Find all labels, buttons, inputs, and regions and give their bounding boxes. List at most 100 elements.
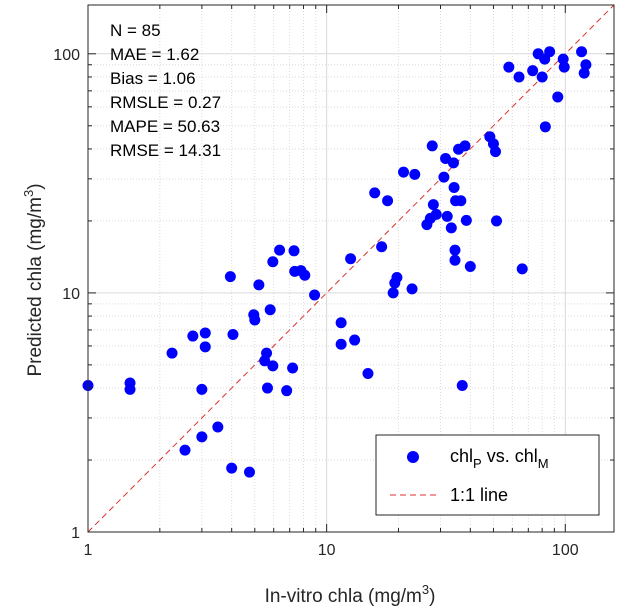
- x-tick-label: 100: [552, 542, 579, 559]
- stat-line: N = 85: [110, 21, 161, 40]
- data-point: [456, 379, 468, 391]
- data-point: [196, 431, 208, 443]
- data-point: [281, 385, 293, 397]
- stat-line: MAPE = 50.63: [110, 117, 220, 136]
- identity-line: [87, 4, 615, 533]
- data-point: [299, 269, 311, 281]
- x-axis-label-text: In-vitro chla (mg/m: [265, 586, 422, 607]
- data-point: [513, 71, 525, 83]
- data-point: [226, 462, 238, 474]
- legend: chlP vs. chlM 1:1 line: [375, 434, 600, 516]
- data-point: [558, 61, 570, 73]
- data-point: [464, 260, 476, 272]
- legend-marker-points: [407, 451, 419, 463]
- data-point: [382, 195, 394, 207]
- stat-line: Bias = 1.06: [110, 69, 196, 88]
- stat-line: RMSLE = 0.27: [110, 93, 221, 112]
- axis-ticks: [87, 5, 614, 533]
- data-point: [309, 289, 321, 301]
- data-point: [427, 199, 439, 211]
- x-axis-label-close: ): [429, 586, 435, 607]
- data-point: [264, 304, 276, 316]
- data-point: [376, 241, 388, 253]
- data-point: [552, 91, 564, 103]
- data-point: [369, 187, 381, 199]
- data-point: [345, 253, 357, 265]
- y-axis-label-superscript: 3: [21, 190, 36, 197]
- x-axis-label-superscript: 3: [422, 582, 429, 597]
- data-point: [426, 140, 438, 152]
- data-point: [544, 46, 556, 58]
- statistics-annotation: N = 85 MAE = 1.62 Bias = 1.06 RMSLE = 0.27 M…: [110, 21, 221, 160]
- data-point: [391, 271, 403, 283]
- data-point: [527, 65, 539, 77]
- legend-entry-line: 1:1 line: [450, 485, 508, 505]
- data-point: [449, 244, 461, 256]
- data-point: [335, 338, 347, 350]
- legend-entry-points: chlP vs. chlM: [450, 446, 549, 471]
- data-point: [335, 317, 347, 329]
- data-point: [243, 466, 255, 478]
- data-point: [445, 222, 457, 234]
- stat-line: RMSE = 14.31: [110, 141, 221, 160]
- data-point: [349, 334, 361, 346]
- x-axis-label: In-vitro chla (mg/m3): [265, 582, 436, 607]
- minor-grid: [88, 5, 614, 532]
- tick-labels: 1 10 100 1 10 100: [53, 47, 578, 559]
- y-axis-label-text: Predicted chla (mg/m: [25, 197, 46, 377]
- data-point: [124, 383, 136, 395]
- data-point: [267, 360, 279, 372]
- stat-line: MAE = 1.62: [110, 45, 199, 64]
- data-point: [274, 244, 286, 256]
- data-point: [267, 256, 279, 268]
- y-axis-label-close: ): [25, 183, 46, 189]
- legend-entry-points-sub2: M: [538, 456, 549, 471]
- data-point: [288, 245, 300, 257]
- data-point: [187, 330, 199, 342]
- data-point: [536, 71, 548, 83]
- data-point: [409, 168, 421, 180]
- data-point: [287, 362, 299, 374]
- legend-entry-points-mid: vs. chl: [482, 446, 538, 466]
- data-point: [212, 421, 224, 433]
- legend-entry-points-base: chl: [450, 446, 473, 466]
- legend-box: [375, 434, 600, 516]
- data-point: [249, 314, 261, 326]
- data-point: [441, 210, 453, 222]
- data-point: [503, 61, 515, 73]
- data-point: [227, 328, 239, 340]
- data-point: [261, 347, 273, 359]
- data-point: [362, 368, 374, 380]
- data-point: [460, 214, 472, 226]
- data-point: [179, 444, 191, 456]
- data-point: [398, 166, 410, 178]
- data-point: [387, 287, 399, 299]
- y-axis-label: Predicted chla (mg/m3): [21, 183, 46, 376]
- data-point: [224, 271, 236, 283]
- data-points: [82, 46, 592, 478]
- y-tick-label: 100: [53, 47, 80, 64]
- x-tick-label: 10: [318, 542, 336, 559]
- data-point: [539, 121, 551, 133]
- data-point: [448, 181, 460, 193]
- data-point: [261, 382, 273, 394]
- x-tick-label: 1: [84, 542, 93, 559]
- data-point: [580, 59, 592, 71]
- data-point: [447, 157, 459, 169]
- identity-line-group: [87, 4, 615, 533]
- y-tick-label: 10: [62, 286, 80, 303]
- data-point: [438, 171, 450, 183]
- plot-frame: [87, 4, 615, 533]
- data-point: [430, 208, 442, 220]
- data-point: [199, 341, 211, 353]
- data-point: [576, 46, 588, 58]
- data-point: [199, 327, 211, 339]
- data-point: [253, 279, 265, 291]
- legend-entry-points-sub1: P: [473, 456, 482, 471]
- data-point: [578, 67, 590, 79]
- data-point: [406, 283, 418, 295]
- data-point: [490, 146, 502, 158]
- data-point: [459, 140, 471, 152]
